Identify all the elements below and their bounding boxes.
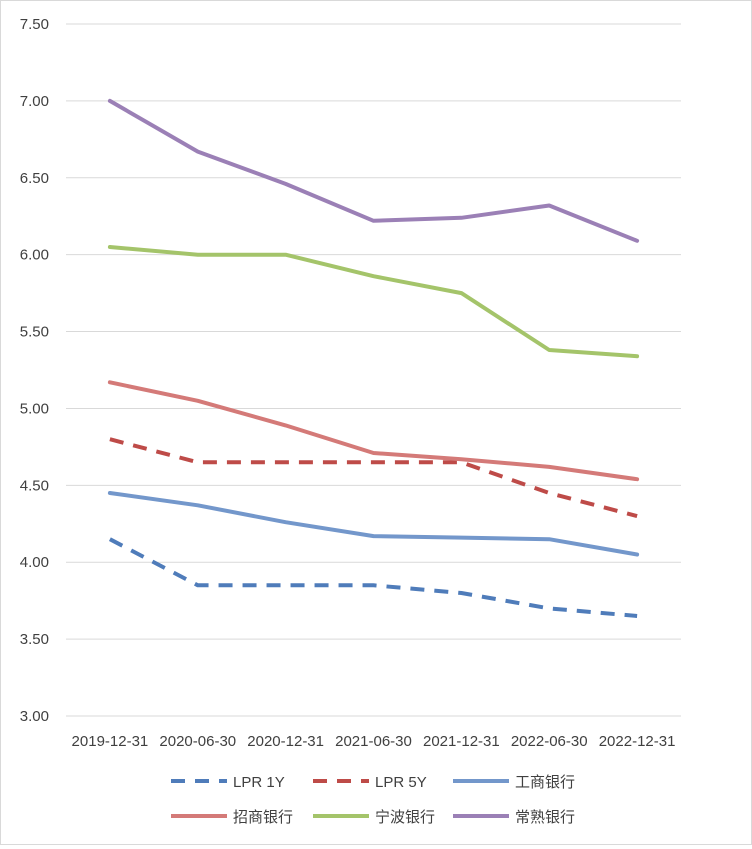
legend-label: 宁波银行: [375, 809, 435, 826]
series-line-0: [108, 537, 638, 618]
y-tick-label: 5.00: [20, 400, 49, 417]
x-tick-label: 2022-12-31: [599, 733, 676, 750]
legend-item: 宁波银行: [313, 809, 435, 826]
legend-label: LPR 5Y: [375, 774, 427, 791]
series-line-4: [107, 245, 640, 359]
y-tick-label: 4.50: [20, 477, 49, 494]
x-tick-label: 2020-06-30: [159, 733, 236, 750]
y-tick-label: 7.00: [20, 93, 49, 110]
x-axis-ticks: 2019-12-31 2020-06-30 2020-12-31 2021-06-30…: [72, 733, 676, 750]
y-tick-label: 5.50: [20, 324, 49, 341]
legend-label: 招商银行: [233, 809, 293, 826]
series-line-1: [109, 437, 638, 519]
series-lines: [107, 98, 640, 618]
legend-label: 工商银行: [515, 774, 575, 791]
y-tick-label: 6.50: [20, 170, 49, 187]
y-tick-label: 7.50: [20, 16, 49, 33]
legend-item: 招商银行: [171, 809, 293, 826]
legend-item: LPR 1Y: [171, 774, 285, 791]
x-tick-label: 2020-12-31: [247, 733, 324, 750]
series-line-3: [107, 380, 640, 482]
x-tick-label: 2021-12-31: [423, 733, 500, 750]
gridlines: [66, 23, 681, 717]
y-axis-ticks: 3.00 3.50 4.00 4.50 5.00 5.50 6.00 6.50 7.00 7.50: [20, 16, 49, 725]
series-line-5: [107, 98, 640, 243]
y-tick-label: 3.50: [20, 631, 49, 648]
legend-label: LPR 1Y: [233, 774, 285, 791]
y-tick-label: 4.00: [20, 554, 49, 571]
x-tick-label: 2019-12-31: [72, 733, 149, 750]
legend-item: 常熟银行: [453, 809, 575, 826]
y-tick-label: 3.00: [20, 708, 49, 725]
x-tick-label: 2021-06-30: [335, 733, 412, 750]
legend-item: 工商银行: [453, 774, 575, 791]
x-tick-label: 2022-06-30: [511, 733, 588, 750]
series-line-2: [107, 491, 640, 557]
legend-label: 常熟银行: [515, 809, 575, 826]
legend-item: LPR 5Y: [313, 774, 427, 791]
y-tick-label: 6.00: [20, 247, 49, 264]
